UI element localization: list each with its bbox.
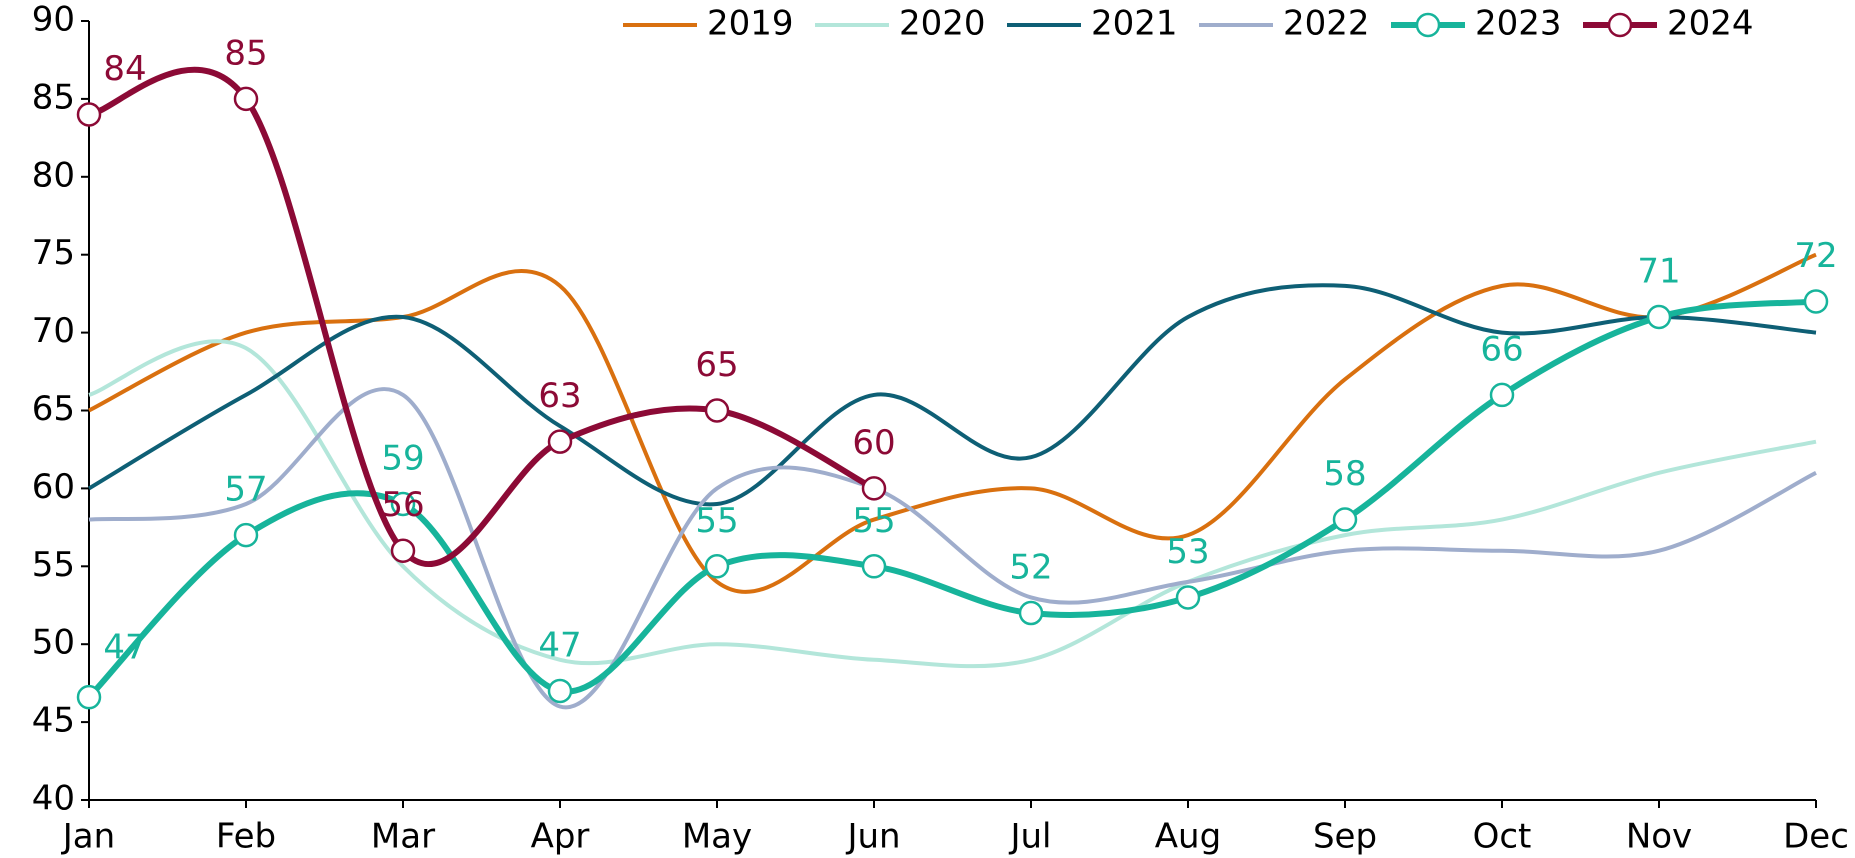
point-marker: [390, 491, 416, 517]
data-label: 47: [538, 625, 581, 665]
y-tick-label: 75: [32, 233, 75, 273]
series-line: [87, 283, 1817, 507]
point-marker: [1803, 289, 1829, 314]
x-tick-label: Jul: [1008, 817, 1051, 857]
legend-label: 2022: [1283, 4, 1370, 44]
data-label: 71: [1637, 252, 1680, 292]
data-label: 57: [224, 470, 267, 510]
point-marker: [1489, 382, 1515, 408]
data-label: 53: [1166, 532, 1209, 572]
x-tick-label: Jun: [845, 817, 900, 857]
series-line: [88, 387, 1817, 710]
legend-label: 2023: [1475, 4, 1562, 44]
x-tick-label: Nov: [1626, 817, 1692, 857]
data-label: 55: [852, 501, 895, 541]
y-tick-label: 60: [32, 467, 75, 507]
y-tick-label: 45: [32, 701, 75, 741]
point-marker: [547, 678, 573, 704]
point-marker: [76, 102, 102, 127]
y-tick-label: 80: [32, 155, 75, 195]
x-tick-label: Apr: [531, 817, 590, 857]
legend-label: 2021: [1091, 4, 1178, 44]
data-label: 55: [695, 501, 738, 541]
data-label: 59: [381, 438, 424, 478]
data-label: 65: [695, 345, 738, 385]
x-tick-label: Oct: [1473, 817, 1532, 857]
x-tick-label: Jan: [61, 817, 115, 857]
point-marker: [233, 522, 259, 548]
legend-marker: [1415, 12, 1441, 38]
x-tick-label: Sep: [1313, 817, 1377, 857]
y-tick-label: 90: [32, 0, 75, 40]
y-tick-label: 70: [32, 311, 75, 351]
point-marker: [1175, 585, 1201, 610]
data-label: 72: [1794, 236, 1837, 276]
point-marker: [861, 476, 887, 501]
point-marker: [547, 429, 573, 454]
series-line: [86, 298, 1817, 700]
point-marker: [1332, 507, 1358, 532]
data-label: 63: [538, 376, 581, 416]
y-tick-label: 65: [32, 389, 75, 429]
x-tick-label: Dec: [1783, 817, 1849, 857]
legend-label: 2019: [707, 4, 794, 44]
y-tick-label: 40: [32, 779, 75, 819]
series-line: [88, 66, 876, 568]
series-line: [88, 339, 1817, 669]
y-tick-label: 50: [32, 623, 75, 663]
x-tick-label: Feb: [216, 817, 276, 857]
point-marker: [76, 684, 102, 710]
point-marker: [704, 398, 730, 423]
y-tick-label: 55: [32, 545, 75, 585]
data-label: 47: [103, 628, 146, 668]
x-tick-label: Aug: [1155, 817, 1221, 857]
point-marker: [390, 538, 416, 563]
data-label: 58: [1323, 454, 1366, 494]
y-tick-label: 85: [32, 77, 75, 117]
point-marker: [861, 554, 887, 579]
point-marker: [1646, 304, 1672, 330]
data-label: 84: [103, 49, 146, 89]
legend-marker: [1607, 12, 1633, 38]
legend-label: 2020: [899, 4, 986, 44]
legend-label: 2024: [1667, 4, 1754, 44]
data-label: 52: [1009, 548, 1052, 588]
point-marker: [233, 86, 259, 112]
data-label: 60: [852, 423, 895, 463]
data-label: 66: [1480, 329, 1523, 369]
data-label: 85: [224, 33, 267, 73]
point-marker: [704, 554, 730, 579]
data-label: 56: [381, 485, 424, 525]
x-tick-label: Mar: [371, 817, 435, 857]
point-marker: [1018, 600, 1044, 626]
x-tick-label: May: [682, 817, 752, 857]
